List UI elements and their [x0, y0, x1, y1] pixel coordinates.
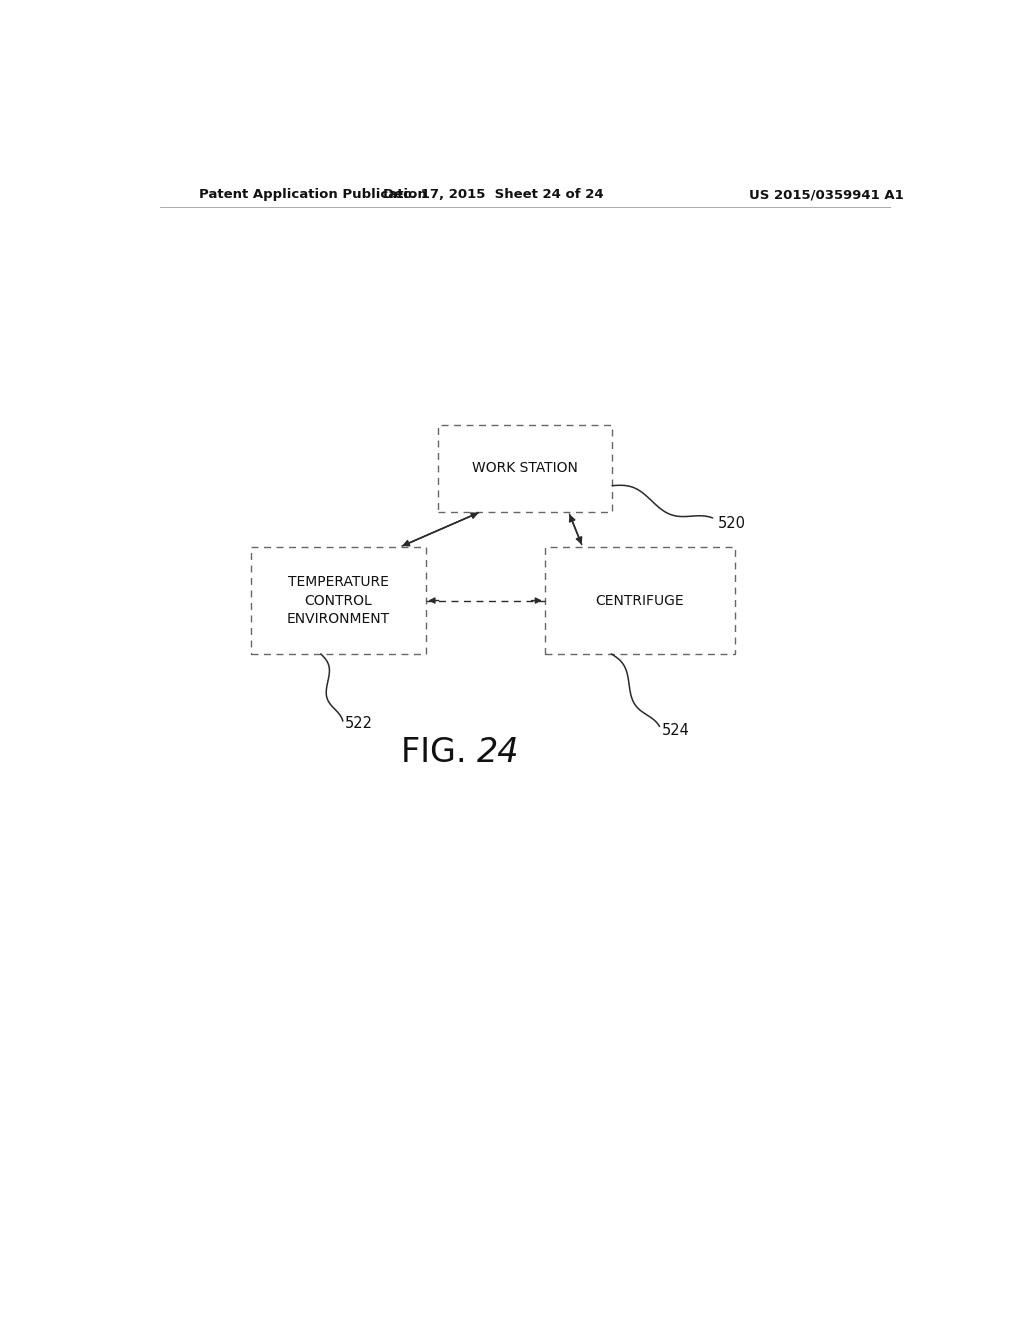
Text: 522: 522: [345, 715, 373, 730]
Text: US 2015/0359941 A1: US 2015/0359941 A1: [749, 189, 904, 202]
Bar: [437, 425, 612, 512]
Text: FIG.: FIG.: [401, 737, 477, 770]
Text: 520: 520: [718, 516, 745, 531]
Bar: [251, 548, 426, 653]
Text: Patent Application Publication: Patent Application Publication: [200, 189, 427, 202]
Text: 24: 24: [477, 737, 520, 770]
Text: TEMPERATURE
CONTROL
ENVIRONMENT: TEMPERATURE CONTROL ENVIRONMENT: [287, 576, 390, 626]
Bar: [545, 548, 735, 653]
Text: CENTRIFUGE: CENTRIFUGE: [596, 594, 684, 607]
Text: Dec. 17, 2015  Sheet 24 of 24: Dec. 17, 2015 Sheet 24 of 24: [383, 189, 603, 202]
Text: 524: 524: [663, 722, 690, 738]
Text: WORK STATION: WORK STATION: [472, 462, 578, 475]
